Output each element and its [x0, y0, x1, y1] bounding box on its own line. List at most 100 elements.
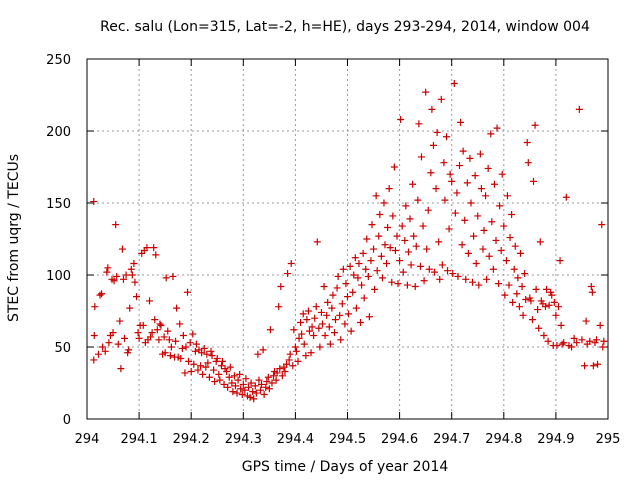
data-point	[498, 170, 506, 178]
data-point	[550, 298, 558, 306]
data-point	[492, 236, 500, 244]
data-point	[118, 245, 126, 253]
data-point	[272, 376, 280, 384]
data-point	[176, 320, 184, 328]
data-point	[441, 196, 449, 204]
data-point	[548, 291, 556, 299]
data-point	[535, 324, 543, 332]
data-point	[215, 370, 223, 378]
data-point	[202, 363, 210, 371]
data-point	[98, 290, 106, 298]
data-point	[203, 350, 211, 358]
data-point	[360, 294, 368, 302]
data-point	[299, 310, 307, 318]
data-point	[474, 212, 482, 220]
data-point	[341, 320, 349, 328]
data-point	[396, 257, 404, 265]
data-point	[472, 259, 480, 267]
data-point	[105, 339, 113, 347]
data-point	[469, 278, 477, 286]
data-point	[414, 196, 422, 204]
data-point	[122, 271, 130, 279]
data-point	[110, 277, 118, 285]
data-point	[381, 241, 389, 249]
data-point	[130, 259, 138, 267]
data-point	[165, 336, 173, 344]
data-point	[436, 275, 444, 283]
data-point	[329, 291, 337, 299]
data-point	[276, 365, 284, 373]
data-point	[442, 133, 450, 141]
data-point	[485, 252, 493, 260]
data-point	[116, 317, 124, 325]
data-point	[114, 340, 122, 348]
data-point	[446, 170, 454, 178]
data-point	[553, 342, 561, 350]
data-point	[298, 330, 306, 338]
data-point	[255, 376, 263, 384]
y-tick-label: 250	[46, 53, 71, 68]
data-point	[462, 275, 470, 283]
data-point	[598, 221, 606, 229]
data-point	[101, 347, 109, 355]
data-point	[312, 303, 320, 311]
data-point	[103, 268, 111, 276]
data-point	[237, 385, 245, 393]
data-point	[529, 177, 537, 185]
data-point	[440, 159, 448, 167]
data-point	[317, 308, 325, 316]
data-point	[438, 261, 446, 269]
data-point	[578, 336, 586, 344]
data-point	[437, 95, 445, 103]
data-point	[210, 366, 218, 374]
data-point	[143, 244, 151, 252]
data-point	[545, 301, 553, 309]
data-point	[378, 274, 386, 282]
data-point	[191, 347, 199, 355]
data-point	[544, 337, 552, 345]
data-point	[511, 242, 519, 250]
data-point	[599, 343, 607, 351]
data-point	[270, 372, 278, 380]
data-point	[556, 257, 564, 265]
data-point	[220, 380, 228, 388]
y-tick-label: 200	[46, 125, 71, 140]
data-point	[403, 281, 411, 289]
data-point	[502, 257, 510, 265]
x-tick-label: 294.2	[173, 432, 210, 447]
data-point	[596, 321, 604, 329]
data-point	[119, 275, 127, 283]
data-point	[231, 382, 239, 390]
data-point	[181, 369, 189, 377]
x-tick-label: 294	[75, 432, 100, 447]
data-point	[197, 362, 205, 370]
data-point	[445, 225, 453, 233]
data-point	[112, 221, 120, 229]
data-point	[349, 288, 357, 296]
data-point	[532, 285, 540, 293]
data-point	[337, 336, 345, 344]
data-point	[483, 275, 491, 283]
data-point	[204, 359, 212, 367]
data-point	[377, 252, 385, 260]
chart-title: Rec. salu (Lon=315, Lat=-2, h=HE), days …	[100, 19, 590, 35]
data-point	[367, 257, 375, 265]
x-tick-label: 294.8	[485, 432, 522, 447]
data-point	[518, 283, 526, 291]
data-point	[467, 199, 475, 207]
y-tick-labels: 0 50 100 150 200 250	[46, 53, 71, 428]
data-point	[363, 235, 371, 243]
data-point	[523, 139, 531, 147]
data-point	[406, 215, 414, 223]
data-point	[186, 339, 194, 347]
data-point	[463, 179, 471, 187]
data-point	[127, 265, 135, 273]
data-point	[134, 329, 142, 337]
data-point	[289, 362, 297, 370]
data-point	[423, 245, 431, 253]
x-tick-labels: 294 294.1 294.2 294.3 294.4 294.5 294.6 294.7 29…	[75, 432, 621, 447]
data-point	[514, 274, 522, 282]
data-point	[132, 293, 140, 301]
data-point	[321, 331, 329, 339]
